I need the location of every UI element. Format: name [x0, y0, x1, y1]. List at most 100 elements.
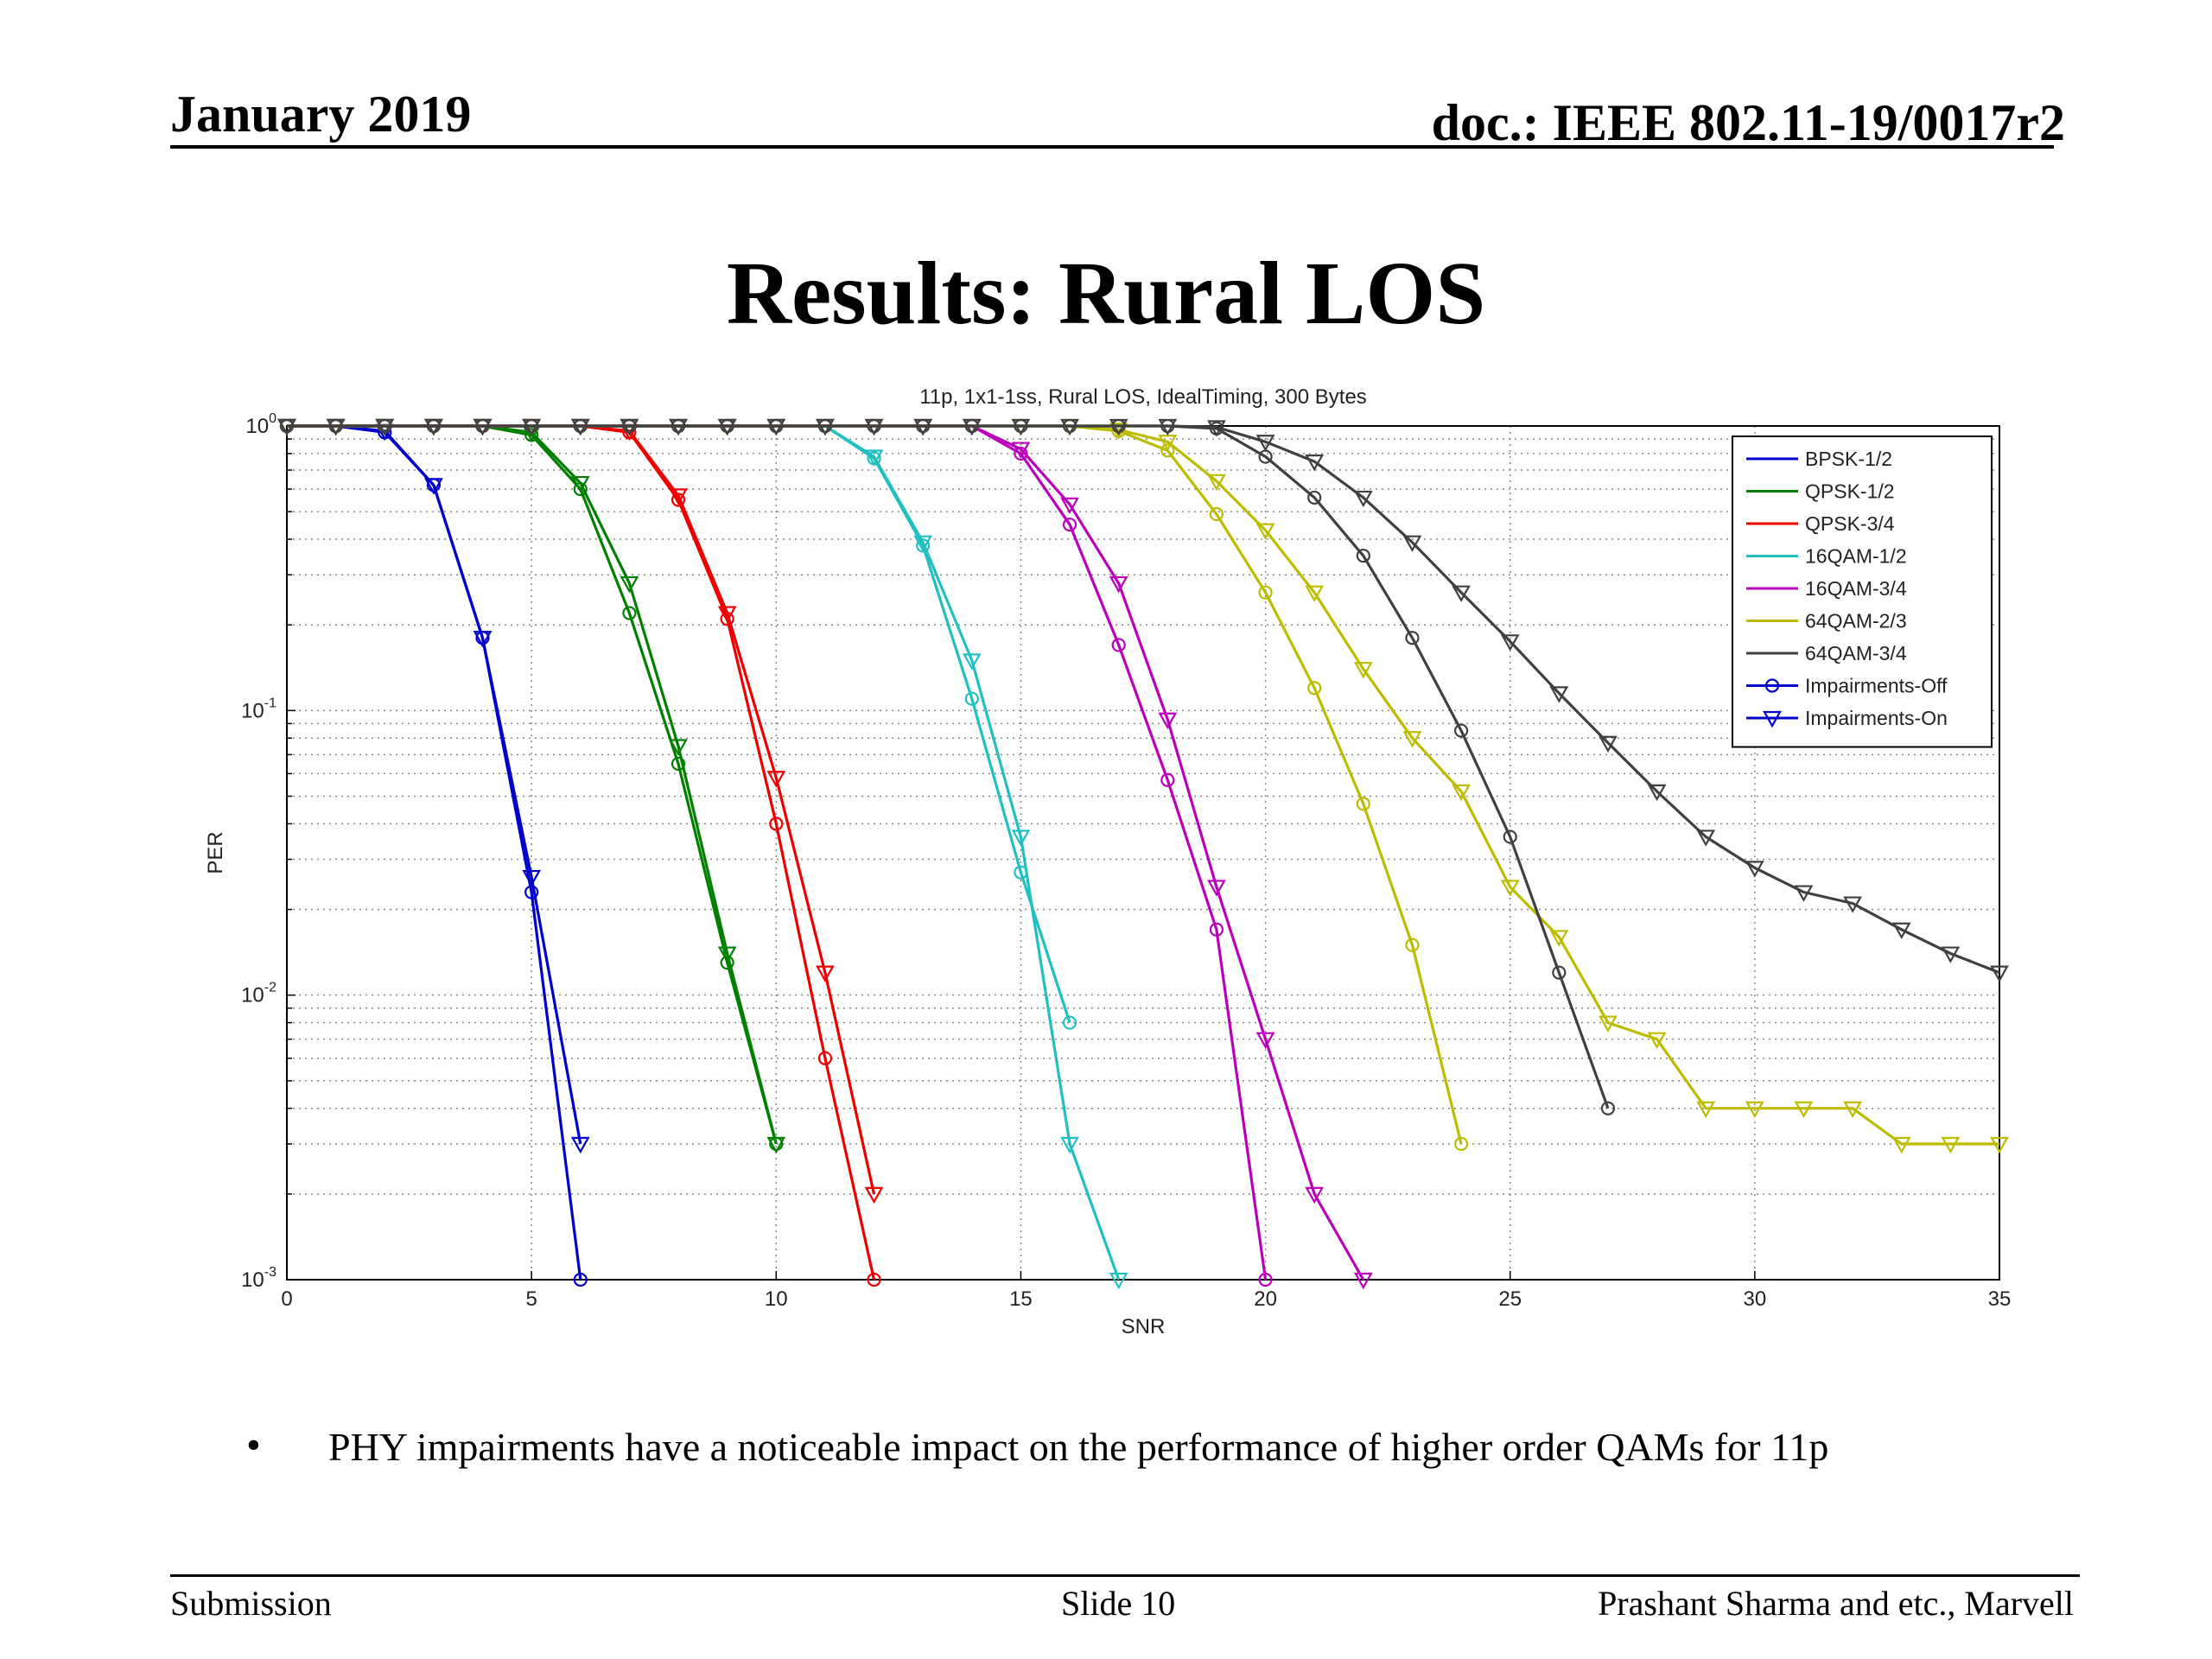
data-point	[1843, 896, 1862, 913]
data-point	[1258, 585, 1273, 600]
data-point	[1453, 723, 1469, 738]
series-line	[287, 424, 778, 1145]
data-point	[766, 418, 786, 436]
series-line	[287, 424, 2000, 975]
axis-ticks: 0 5 10 15 20 25 30 35 100 10-1 10-2 10-3	[241, 411, 2011, 1311]
chart-grid	[287, 426, 1999, 1280]
data-point	[817, 1051, 833, 1065]
data-point	[1060, 497, 1079, 515]
data-point	[1549, 930, 1569, 947]
data-point	[962, 653, 982, 671]
data-point	[1158, 712, 1178, 729]
data-point	[669, 488, 688, 505]
data-point	[1011, 418, 1031, 436]
x-tick-label: 0	[281, 1287, 292, 1311]
series-line	[287, 424, 778, 1145]
x-tick-label: 25	[1498, 1287, 1522, 1311]
legend-label: Impairments-On	[1805, 707, 1948, 729]
data-point	[1060, 1136, 1079, 1154]
series-line	[287, 424, 582, 1145]
legend-marker	[1763, 710, 1782, 728]
data-point	[1941, 946, 1961, 963]
series-64qam-2-3-off	[279, 418, 1469, 1151]
series-qpsk-3-4-on	[277, 418, 884, 1205]
data-point	[1990, 965, 2009, 982]
data-point	[1207, 420, 1226, 437]
data-point	[913, 535, 933, 552]
data-point	[1011, 442, 1031, 459]
data-point	[1305, 1186, 1325, 1205]
data-point	[1549, 686, 1569, 703]
footer-slide-number: Slide 10	[1061, 1584, 1176, 1623]
legend-entry: 64QAM-3/4	[1746, 642, 1907, 664]
chart-title: 11p, 1x1-1ss, Rural LOS, IdealTiming, 30…	[919, 385, 1367, 409]
data-point	[1745, 1101, 1764, 1118]
x-axis-label: SNR	[1122, 1315, 1166, 1338]
data-point	[769, 817, 784, 831]
data-point	[1111, 638, 1126, 652]
legend-label: BPSK-1/2	[1805, 448, 1892, 470]
legend-label: 64QAM-2/3	[1805, 610, 1907, 632]
data-point	[1258, 1272, 1273, 1287]
data-point	[1109, 1272, 1128, 1290]
legend-box	[1732, 435, 1993, 748]
header-date: January 2019	[170, 86, 472, 143]
x-tick-label: 35	[1988, 1287, 2012, 1311]
data-point	[1158, 418, 1178, 436]
data-point	[1500, 634, 1520, 652]
legend-label: 16QAM-3/4	[1805, 577, 1907, 600]
series-line	[287, 424, 1365, 1281]
series-64qam-3-4-off	[279, 418, 1616, 1116]
data-point	[717, 946, 737, 963]
series-line	[287, 424, 582, 1281]
data-point	[1158, 435, 1178, 452]
data-point	[326, 418, 346, 436]
legend-label: QPSK-3/4	[1805, 512, 1895, 535]
data-point	[1207, 474, 1226, 492]
slide-title: Results: Rural LOS	[726, 244, 1486, 343]
series-64qam-3-4-on	[277, 418, 2009, 982]
data-point	[766, 771, 786, 788]
data-point	[1356, 797, 1370, 811]
data-point	[1941, 1136, 1961, 1154]
data-point	[1060, 418, 1079, 436]
data-point	[1353, 662, 1373, 679]
data-point	[766, 1136, 786, 1154]
data-point	[522, 418, 542, 436]
data-point	[1014, 446, 1028, 461]
data-point	[1891, 922, 1911, 940]
data-point	[669, 418, 688, 436]
series-line	[287, 424, 1610, 1109]
data-point	[473, 418, 493, 436]
data-point	[573, 1272, 588, 1287]
x-tick-label: 10	[765, 1287, 788, 1311]
data-point	[620, 575, 639, 594]
data-point	[424, 478, 443, 495]
y-tick-label: 10-3	[241, 1265, 276, 1292]
data-point	[964, 691, 979, 706]
data-point	[1696, 1101, 1716, 1118]
data-point	[1062, 518, 1077, 532]
data-point	[1402, 535, 1422, 552]
chart-legend: BPSK-1/2 QPSK-1/2 QPSK-3/4 16QAM-1/2 16QAM-3…	[1732, 435, 1993, 748]
data-point	[1696, 830, 1716, 847]
data-point	[816, 418, 835, 436]
data-point	[1599, 735, 1618, 753]
data-point	[1109, 418, 1128, 436]
data-point	[867, 1272, 881, 1287]
y-axis-label: PER	[204, 831, 227, 874]
x-tick-label: 30	[1744, 1287, 1767, 1311]
data-point	[1452, 784, 1471, 802]
bullet-text: PHY impairments have a noticeable impact…	[328, 1425, 1829, 1469]
data-point	[1307, 681, 1322, 696]
data-point	[1405, 631, 1420, 645]
legend-entry: QPSK-3/4	[1746, 512, 1895, 535]
footer-author: Prashant Sharma and etc., Marvell	[1598, 1584, 2074, 1623]
data-point	[277, 418, 296, 436]
data-point	[1990, 1136, 2009, 1154]
legend-entry: 64QAM-2/3	[1746, 610, 1907, 632]
x-tick-label: 5	[525, 1287, 537, 1311]
header-doc-id: doc.: IEEE 802.11-19/0017r2	[1431, 94, 2065, 151]
data-point	[1305, 454, 1325, 472]
data-point	[1794, 1101, 1814, 1118]
